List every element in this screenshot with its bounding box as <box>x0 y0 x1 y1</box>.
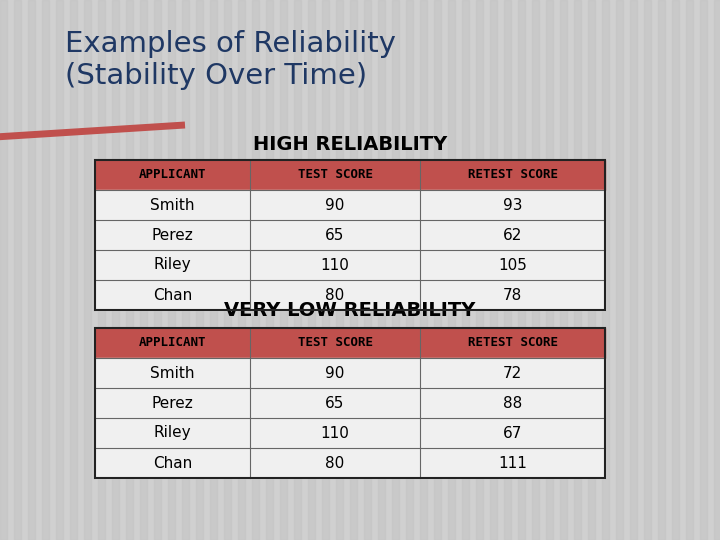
Bar <box>308 0 315 540</box>
Bar <box>95 328 605 358</box>
Text: Riley: Riley <box>153 426 192 441</box>
Text: 90: 90 <box>325 198 345 213</box>
Text: 90: 90 <box>325 366 345 381</box>
Bar <box>364 0 371 540</box>
Text: 78: 78 <box>503 287 522 302</box>
Text: 80: 80 <box>325 287 345 302</box>
Text: 93: 93 <box>503 198 522 213</box>
Text: 65: 65 <box>325 395 345 410</box>
Bar <box>140 0 147 540</box>
Text: Chan: Chan <box>153 456 192 470</box>
Text: 67: 67 <box>503 426 522 441</box>
Bar <box>95 418 605 448</box>
Bar <box>406 0 413 540</box>
Text: HIGH RELIABILITY: HIGH RELIABILITY <box>253 135 447 154</box>
Bar <box>518 0 525 540</box>
Bar <box>210 0 217 540</box>
Bar <box>95 250 605 280</box>
Bar <box>672 0 679 540</box>
Text: RETEST SCORE: RETEST SCORE <box>467 168 557 181</box>
Bar <box>70 0 77 540</box>
Text: 72: 72 <box>503 366 522 381</box>
Text: 111: 111 <box>498 456 527 470</box>
Bar <box>448 0 455 540</box>
Bar <box>95 358 605 388</box>
Bar <box>14 0 21 540</box>
Text: Chan: Chan <box>153 287 192 302</box>
Bar <box>560 0 567 540</box>
Bar <box>504 0 511 540</box>
Bar <box>686 0 693 540</box>
Text: 62: 62 <box>503 227 522 242</box>
Bar <box>462 0 469 540</box>
Bar <box>294 0 301 540</box>
Bar <box>714 0 720 540</box>
Bar <box>336 0 343 540</box>
Bar <box>574 0 581 540</box>
Bar <box>112 0 119 540</box>
Bar <box>95 190 605 220</box>
Text: 110: 110 <box>320 426 349 441</box>
Bar <box>252 0 259 540</box>
Text: 110: 110 <box>320 258 349 273</box>
Bar <box>95 328 605 478</box>
Text: Riley: Riley <box>153 258 192 273</box>
Bar <box>322 0 329 540</box>
Bar <box>700 0 707 540</box>
Bar <box>196 0 203 540</box>
Bar <box>28 0 35 540</box>
Text: TEST SCORE: TEST SCORE <box>297 336 372 349</box>
Bar <box>616 0 623 540</box>
Bar <box>420 0 427 540</box>
Bar <box>392 0 399 540</box>
Bar <box>378 0 385 540</box>
Text: APPLICANT: APPLICANT <box>139 168 206 181</box>
Bar <box>644 0 651 540</box>
Bar <box>95 388 605 418</box>
Bar <box>42 0 49 540</box>
Text: Smith: Smith <box>150 366 194 381</box>
Bar <box>266 0 273 540</box>
Bar <box>95 280 605 310</box>
Bar <box>154 0 161 540</box>
Bar <box>224 0 231 540</box>
Text: APPLICANT: APPLICANT <box>139 336 206 349</box>
Bar <box>84 0 91 540</box>
Text: TEST SCORE: TEST SCORE <box>297 168 372 181</box>
Text: Perez: Perez <box>152 395 194 410</box>
Bar <box>95 160 605 190</box>
Bar <box>182 0 189 540</box>
Text: Perez: Perez <box>152 227 194 242</box>
Text: (Stability Over Time): (Stability Over Time) <box>65 62 367 90</box>
Text: 80: 80 <box>325 456 345 470</box>
Text: VERY LOW RELIABILITY: VERY LOW RELIABILITY <box>225 301 476 320</box>
Bar <box>95 160 605 310</box>
Text: 65: 65 <box>325 227 345 242</box>
Bar <box>0 0 7 540</box>
Bar <box>168 0 175 540</box>
Bar <box>280 0 287 540</box>
Text: 105: 105 <box>498 258 527 273</box>
Bar <box>602 0 609 540</box>
Bar <box>95 448 605 478</box>
Bar <box>630 0 637 540</box>
Bar <box>476 0 483 540</box>
Bar <box>658 0 665 540</box>
Bar <box>434 0 441 540</box>
Text: RETEST SCORE: RETEST SCORE <box>467 336 557 349</box>
Bar <box>588 0 595 540</box>
Text: Smith: Smith <box>150 198 194 213</box>
Bar <box>98 0 105 540</box>
Text: Examples of Reliability: Examples of Reliability <box>65 30 396 58</box>
Bar <box>350 0 357 540</box>
Bar <box>126 0 133 540</box>
Bar <box>490 0 497 540</box>
Text: 88: 88 <box>503 395 522 410</box>
Bar <box>95 220 605 250</box>
Bar <box>546 0 553 540</box>
Bar <box>56 0 63 540</box>
Bar <box>532 0 539 540</box>
Bar <box>238 0 245 540</box>
